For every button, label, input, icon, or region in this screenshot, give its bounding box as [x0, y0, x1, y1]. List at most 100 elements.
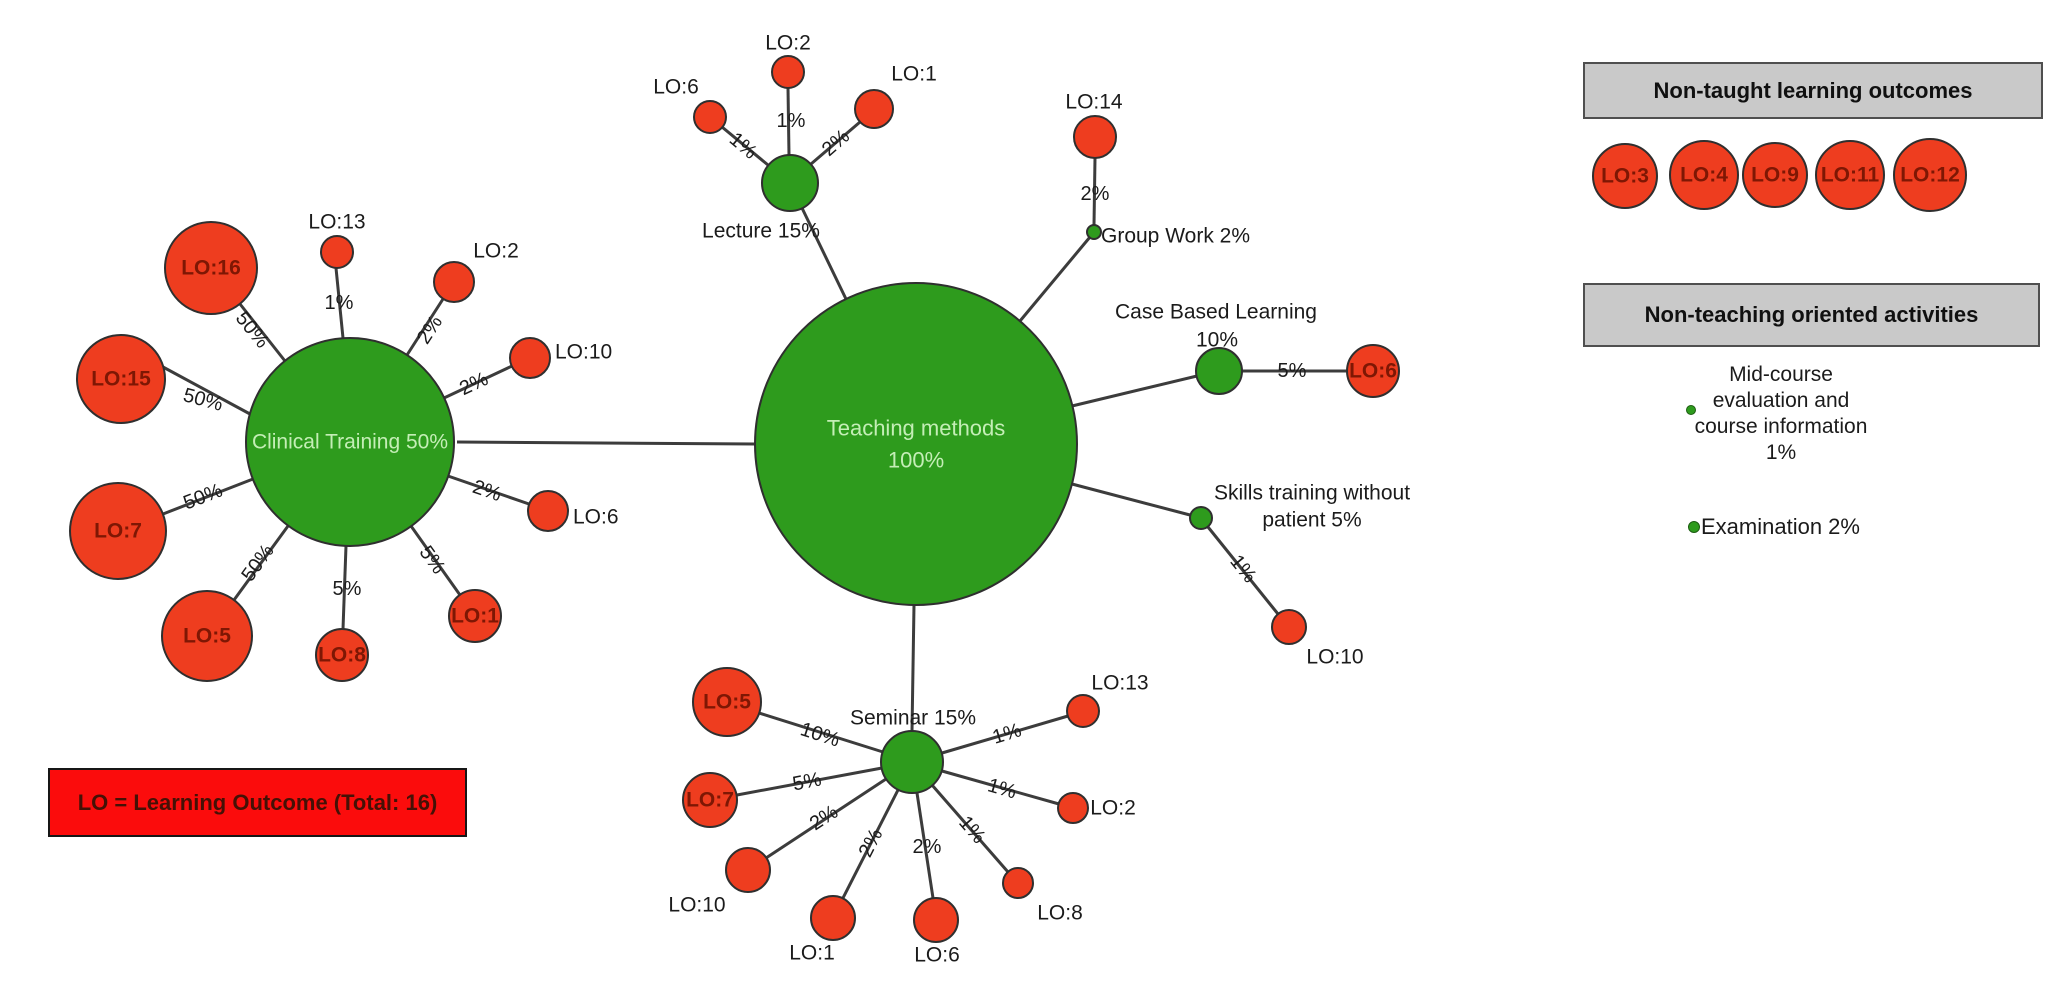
node-sm-lo13	[1066, 694, 1100, 728]
node-label-nt-lo12: LO:12	[1900, 164, 1960, 187]
node-sm-lo8	[1002, 867, 1034, 899]
node-sk-lo10	[1271, 609, 1307, 645]
node-label-nt-lo3: LO:3	[1601, 165, 1649, 188]
node-sm-lo5	[692, 667, 762, 737]
node-label-ct-lo15: LO:15	[91, 368, 151, 391]
edge-percent-label: 1%	[777, 110, 806, 132]
node-label-ct-lo5: LO:5	[183, 625, 231, 648]
non-teaching-header-label: Non-teaching oriented activities	[1644, 302, 1979, 327]
node-nt-lo3	[1592, 143, 1658, 209]
edge-line	[736, 766, 883, 797]
node-ct-lo13	[320, 235, 354, 269]
edge-line	[800, 207, 848, 300]
edge-percent-label: 5%	[1278, 360, 1307, 382]
edge-line	[810, 120, 861, 166]
edge-line	[910, 604, 916, 732]
edge-percent-label: 2%	[470, 476, 505, 506]
node-label-teaching: 100%	[888, 448, 944, 473]
edge-line	[1018, 236, 1092, 322]
edge-percent-label: 50%	[231, 308, 273, 353]
node-label-ct-lo8: LO:8	[318, 644, 366, 667]
node-label-gw-lo14: LO:14	[1065, 91, 1123, 114]
edge-percent-label: 50%	[181, 384, 226, 416]
node-ct-lo8	[315, 628, 369, 682]
edge-line	[162, 477, 254, 516]
edge-line	[930, 784, 1010, 873]
node-nt-lo12	[1893, 138, 1967, 212]
edge-line	[915, 792, 935, 899]
node-ct-lo16	[164, 221, 258, 315]
edge-percent-label: 2%	[413, 312, 447, 348]
node-label-ct-lo13: LO:13	[308, 211, 365, 234]
node-sm-lo10	[725, 847, 771, 893]
node-ct-lo2	[433, 261, 475, 303]
edge-percent-label: 5%	[333, 578, 362, 600]
node-cbl	[1195, 347, 1243, 395]
edge-line	[162, 365, 251, 416]
edge-line	[405, 298, 445, 356]
node-nt-lo9	[1742, 142, 1808, 208]
edge-line	[721, 125, 769, 167]
activity-midcourse-line: Mid-course	[1729, 363, 1833, 386]
edge-line	[447, 474, 530, 506]
edge-percent-label: 2%	[456, 368, 492, 400]
node-teaching	[754, 282, 1078, 606]
node-label-lc-lo1: LO:1	[891, 63, 937, 86]
activity-examination-label: Examination 2%	[1701, 514, 1860, 539]
edge-line	[786, 87, 791, 156]
node-label-ct-lo6: LO:6	[573, 506, 619, 529]
edge-percent-label: 5%	[791, 768, 824, 795]
node-label-ct-lo1: LO:1	[451, 605, 499, 628]
node-clinical	[245, 337, 455, 547]
node-sm-lo6	[913, 897, 959, 943]
edge-line	[758, 711, 884, 754]
edge-percent-label: 2%	[1081, 183, 1110, 205]
node-sm-lo1	[810, 895, 856, 941]
edge-percent-label: 50%	[180, 479, 225, 514]
node-label-cbl: Case Based Learning	[1115, 301, 1317, 324]
edge-line	[409, 525, 462, 596]
edge-line	[456, 440, 756, 446]
node-seminar	[880, 730, 944, 794]
node-label-cb-lo6: LO:6	[1349, 360, 1397, 383]
edge-percent-label: 10%	[798, 718, 843, 751]
edge-percent-label: 1%	[985, 774, 1019, 803]
edge-line	[1071, 482, 1191, 517]
edge-line	[1071, 374, 1198, 408]
node-label-nt-lo9: LO:9	[1751, 164, 1799, 187]
node-label-sm-lo13: LO:13	[1091, 672, 1148, 695]
edge-percent-label: 2%	[855, 825, 888, 861]
node-label-sm-lo5: LO:5	[703, 691, 751, 714]
edge-percent-label: 1%	[990, 719, 1024, 749]
node-nt-lo11	[1815, 140, 1885, 210]
edge-line	[238, 303, 287, 362]
edge-percent-label: 1%	[325, 292, 354, 314]
edge-line	[1206, 526, 1280, 615]
node-lc-lo1	[854, 89, 894, 129]
node-ct-lo15	[76, 334, 166, 424]
node-label-sm-lo2: LO:2	[1090, 797, 1136, 820]
activity-midcourse-line: course information	[1694, 415, 1868, 438]
examination-dot	[1688, 521, 1700, 533]
node-label-nt-lo11: LO:11	[1821, 164, 1880, 187]
node-label-skills: patient 5%	[1262, 509, 1361, 532]
node-label-teaching: Teaching methods	[827, 416, 1006, 441]
edge-line	[341, 545, 348, 630]
node-label-cbl: 10%	[1196, 329, 1238, 352]
node-lc-lo2	[771, 55, 805, 89]
non-taught-header: Non-taught learning outcomes	[1583, 62, 2043, 119]
node-label-ct-lo16: LO:16	[181, 257, 241, 280]
edge-percent-label: 2%	[806, 801, 842, 835]
node-gw-lo14	[1073, 115, 1117, 159]
node-label-sm-lo7: LO:7	[686, 789, 734, 812]
edge-line	[1092, 157, 1097, 226]
legend-box: LO = Learning Outcome (Total: 16)	[48, 768, 467, 837]
node-label-sm-lo8: LO:8	[1037, 902, 1083, 925]
node-label-groupwork: Group Work 2%	[1101, 225, 1250, 248]
midcourse-dot	[1686, 405, 1696, 415]
node-label-ct-lo10: LO:10	[555, 341, 612, 364]
node-label-sk-lo10: LO:10	[1306, 646, 1363, 669]
activity-midcourse-line: evaluation and	[1712, 389, 1850, 412]
node-ct-lo10	[509, 337, 551, 379]
activity-examination: Examination 2%	[1701, 514, 1860, 540]
